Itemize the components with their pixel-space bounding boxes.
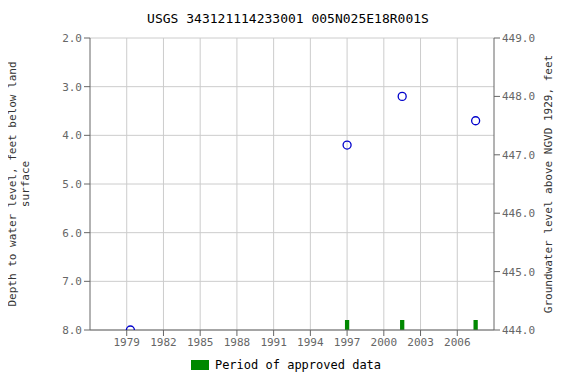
- svg-text:8.0: 8.0: [62, 324, 82, 337]
- svg-text:5.0: 5.0: [62, 178, 82, 191]
- svg-text:3.0: 3.0: [62, 81, 82, 94]
- svg-text:447.0: 447.0: [502, 149, 535, 162]
- svg-text:446.0: 446.0: [502, 207, 535, 220]
- svg-text:Depth to water level, feet bel: Depth to water level, feet below landsur…: [8, 61, 32, 306]
- svg-text:1997: 1997: [334, 336, 361, 349]
- svg-text:2003: 2003: [407, 336, 434, 349]
- svg-text:6.0: 6.0: [62, 227, 82, 240]
- svg-text:1991: 1991: [260, 336, 287, 349]
- svg-text:1988: 1988: [224, 336, 251, 349]
- svg-text:449.0: 449.0: [502, 32, 535, 45]
- svg-text:2006: 2006: [444, 336, 471, 349]
- svg-text:1979: 1979: [113, 336, 140, 349]
- svg-text:2000: 2000: [371, 336, 398, 349]
- html-text:USGS 343121114233001 005N025E1: USGS 343121114233001 005N025E18R001S: [147, 11, 429, 26]
- svg-text:444.0: 444.0: [502, 324, 535, 337]
- svg-text:Groundwater level above NGVD 1: Groundwater level above NGVD 1929, feet: [542, 55, 555, 313]
- svg-text:2.0: 2.0: [62, 32, 82, 45]
- svg-text:445.0: 445.0: [502, 266, 535, 279]
- svg-text:4.0: 4.0: [62, 129, 82, 142]
- svg-text:7.0: 7.0: [62, 275, 82, 288]
- html-text:Period of approved data: Period of approved data: [214, 358, 382, 372]
- svg-text:1994: 1994: [297, 336, 324, 349]
- svg-text:448.0: 448.0: [502, 90, 535, 103]
- svg-text:1985: 1985: [187, 336, 214, 349]
- svg-text:1982: 1982: [150, 336, 177, 349]
